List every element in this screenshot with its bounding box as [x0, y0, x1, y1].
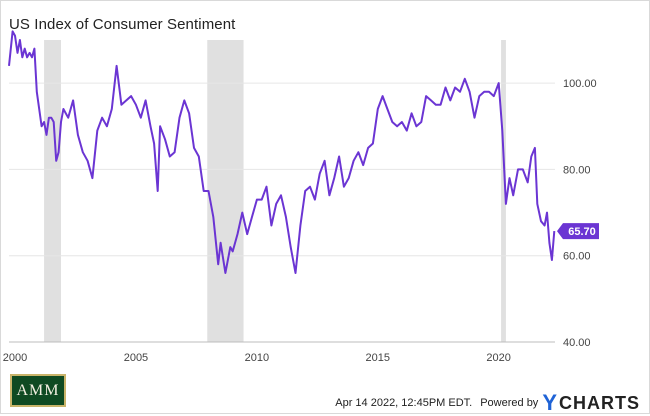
sentiment-series-line: [8, 30, 556, 274]
recession-band-2: [501, 40, 506, 342]
ycharts-wordmark: CHARTS: [559, 392, 640, 413]
recession-bands: [44, 40, 506, 342]
last-value-text: 65.70: [568, 226, 596, 238]
recession-band-0: [44, 40, 61, 342]
x-tick-label: 2000: [3, 352, 27, 364]
last-value-badge: [557, 223, 599, 240]
amm-logo: AMM: [10, 374, 66, 407]
y-tick-label: 100.00: [563, 78, 597, 90]
logo-text: AMM: [16, 382, 60, 399]
x-tick-label: 2010: [245, 352, 269, 364]
x-tick-label: 2005: [124, 352, 148, 364]
footer: Apr 14 2022, 12:45PM EDT. Powered by Y C…: [335, 390, 640, 416]
x-tick-labels: 2000 2005 2010 2015 2020: [3, 352, 511, 364]
y-tick-label: 60.00: [563, 251, 591, 263]
y-tick-label: 40.00: [563, 337, 591, 349]
ycharts-y-icon: Y: [542, 390, 558, 415]
chart-title: US Index of Consumer Sentiment: [9, 16, 236, 33]
powered-by-text: Powered by: [480, 397, 539, 409]
y-tick-labels: 40.00 60.00 80.00 100.00: [563, 78, 597, 349]
x-tick-label: 2020: [486, 352, 510, 364]
ycharts-logo[interactable]: Y CHARTS: [542, 390, 640, 416]
y-tick-label: 80.00: [563, 164, 591, 176]
last-value-label: 65.70: [557, 223, 599, 240]
recession-band-1: [207, 40, 244, 342]
x-tick-label: 2015: [366, 352, 390, 364]
timestamp: Apr 14 2022, 12:45PM EDT.: [335, 397, 473, 409]
